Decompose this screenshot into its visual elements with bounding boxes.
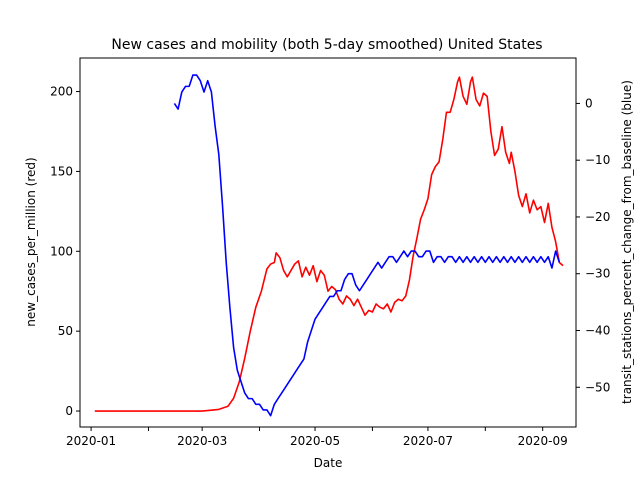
- mobility-series-line: [173, 74, 561, 417]
- right-y-tick-label: 0: [585, 96, 593, 110]
- left-y-axis-title: new_cases_per_million (red): [24, 157, 38, 326]
- right-y-tick-label: −40: [585, 323, 610, 337]
- x-tick-label: 2020-09: [518, 434, 568, 448]
- right-y-tick-label: −10: [585, 153, 610, 167]
- left-y-tick-label: 150: [50, 164, 73, 178]
- left-y-tick-label: 100: [50, 244, 73, 258]
- right-y-axis-title: transit_stations_percent_change_from_bas…: [620, 80, 634, 404]
- x-axis-title: Date: [314, 456, 343, 470]
- x-tick-label: 2020-01: [66, 434, 116, 448]
- left-y-tick-label: 50: [58, 324, 73, 338]
- cases-series-line: [94, 76, 564, 412]
- left-y-tick-label: 200: [50, 85, 73, 99]
- series-layer: [94, 74, 564, 417]
- plot-frame: [79, 57, 577, 428]
- right-y-tick-label: −30: [585, 267, 610, 281]
- left-y-tick-label: 0: [65, 404, 73, 418]
- chart-title: New cases and mobility (both 5-day smoot…: [111, 37, 542, 53]
- right-y-tick-label: −20: [585, 210, 610, 224]
- right-y-tick-label: −50: [585, 380, 610, 394]
- x-tick-label: 2020-05: [290, 434, 340, 448]
- right-y-axis: 0 −10 −20 −30 −40 −50: [576, 96, 610, 394]
- x-axis: 2020-01 2020-03 2020-05 2020-07 2020-09: [66, 427, 568, 448]
- x-tick-label: 2020-07: [403, 434, 453, 448]
- x-tick-label: 2020-03: [177, 434, 227, 448]
- left-y-axis: 0 50 100 150 200: [50, 85, 80, 418]
